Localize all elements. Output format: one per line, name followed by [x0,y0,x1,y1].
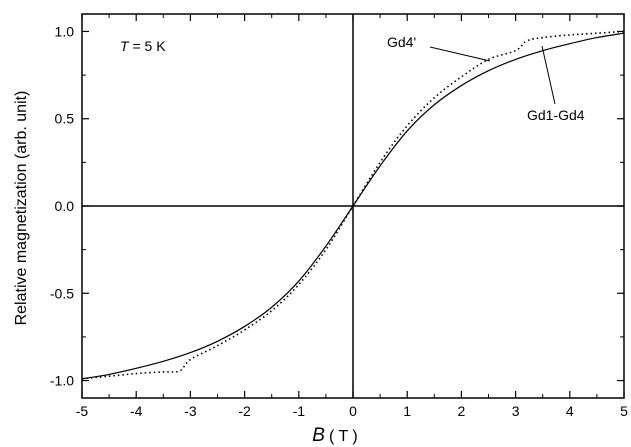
series-layer [81,30,625,380]
x-axis-title: B( T ) [312,425,357,446]
x-tick-label: 4 [566,403,574,419]
temperature-annotation: T = 5 K [120,38,166,54]
y-tick-label: 1.0 [55,23,75,39]
y-tick-label: -1.0 [50,373,74,389]
x-tick-label: -5 [76,403,89,419]
x-tick-label: -2 [238,403,251,419]
y-tick-label: 0.0 [55,198,75,214]
x-tick-label: 5 [620,403,628,419]
x-tick-label: 2 [458,403,466,419]
x-tick-label: -4 [130,403,143,419]
x-tick-label: 1 [403,403,411,419]
x-tick-label: -3 [184,403,197,419]
x-tick-label: 3 [512,403,520,419]
y-axis-title: Relative magnetization (arb. unit) [13,91,30,326]
x-axis-variable: B [312,425,325,446]
gd1-gd4-pointer [541,45,556,105]
x-tick-label: -1 [293,403,306,419]
temperature-variable: T [120,38,130,54]
y-tick-label: 0.5 [55,111,75,127]
y-tick-label: -0.5 [50,285,74,301]
x-tick-label: 0 [349,403,357,419]
axis-tick-labels: -5 -4 -3 -2 -1 0 1 2 3 4 5 -1.0 -0.5 0.0 0.5 1.0 [50,23,628,419]
series-line-gd4-prime [81,30,625,380]
temperature-value: = 5 K [129,38,167,54]
gd4-prime-label: Gd4' [387,34,416,50]
gd1-gd4-label: Gd1-Gd4 [527,107,585,123]
x-axis-unit: ( T ) [329,428,358,445]
gd4-prime-pointer [429,46,491,62]
